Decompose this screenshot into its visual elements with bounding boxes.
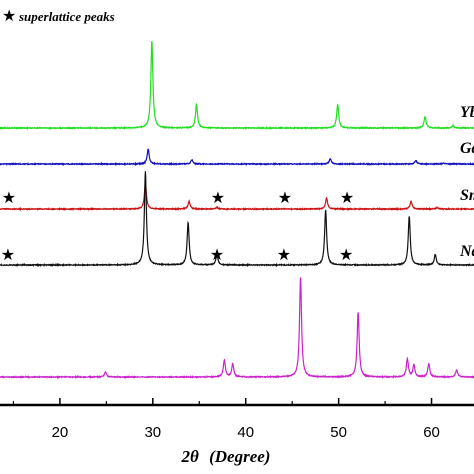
series-label-gd: Gd xyxy=(460,140,474,157)
x-axis-title-unit: (Degree) xyxy=(209,447,270,466)
x-ticks: 20 30 40 50 60 xyxy=(12,398,440,441)
x-tick-label: 20 xyxy=(52,424,69,441)
x-axis-title-var: 2θ xyxy=(181,447,200,466)
star-marker: ★ xyxy=(340,188,354,207)
x-tick-label: 30 xyxy=(144,424,161,441)
x-axis-title: 2θ (Degree) xyxy=(181,447,271,466)
series-line-sm xyxy=(0,183,474,212)
series-line-nd xyxy=(0,171,474,268)
series-label-yb: Yb xyxy=(460,104,474,121)
star-marker: ★ xyxy=(277,245,291,264)
star-marker: ★ xyxy=(210,245,224,264)
series-line-gd xyxy=(0,148,474,167)
star-markers: ★ ★ ★ ★ ★ ★ ★ ★ xyxy=(1,188,354,264)
star-marker: ★ xyxy=(2,188,16,207)
series-layer xyxy=(0,41,474,380)
legend-symbol: ★ xyxy=(2,6,16,25)
x-tick-label: 60 xyxy=(423,424,440,441)
x-tick-label: 50 xyxy=(330,424,347,441)
legend-label: superlattice peaks xyxy=(18,9,115,24)
series-line-yb xyxy=(0,41,474,131)
star-marker: ★ xyxy=(211,188,225,207)
star-marker: ★ xyxy=(1,245,15,264)
series-label-sm: Sm xyxy=(460,187,474,204)
series-label-nd: Nd xyxy=(459,243,474,260)
series-line-undoped xyxy=(0,277,474,380)
star-marker: ★ xyxy=(339,245,353,264)
star-marker: ★ xyxy=(278,188,292,207)
series-labels: Yb Gd Sm Nd xyxy=(459,104,474,260)
x-tick-label: 40 xyxy=(237,424,254,441)
